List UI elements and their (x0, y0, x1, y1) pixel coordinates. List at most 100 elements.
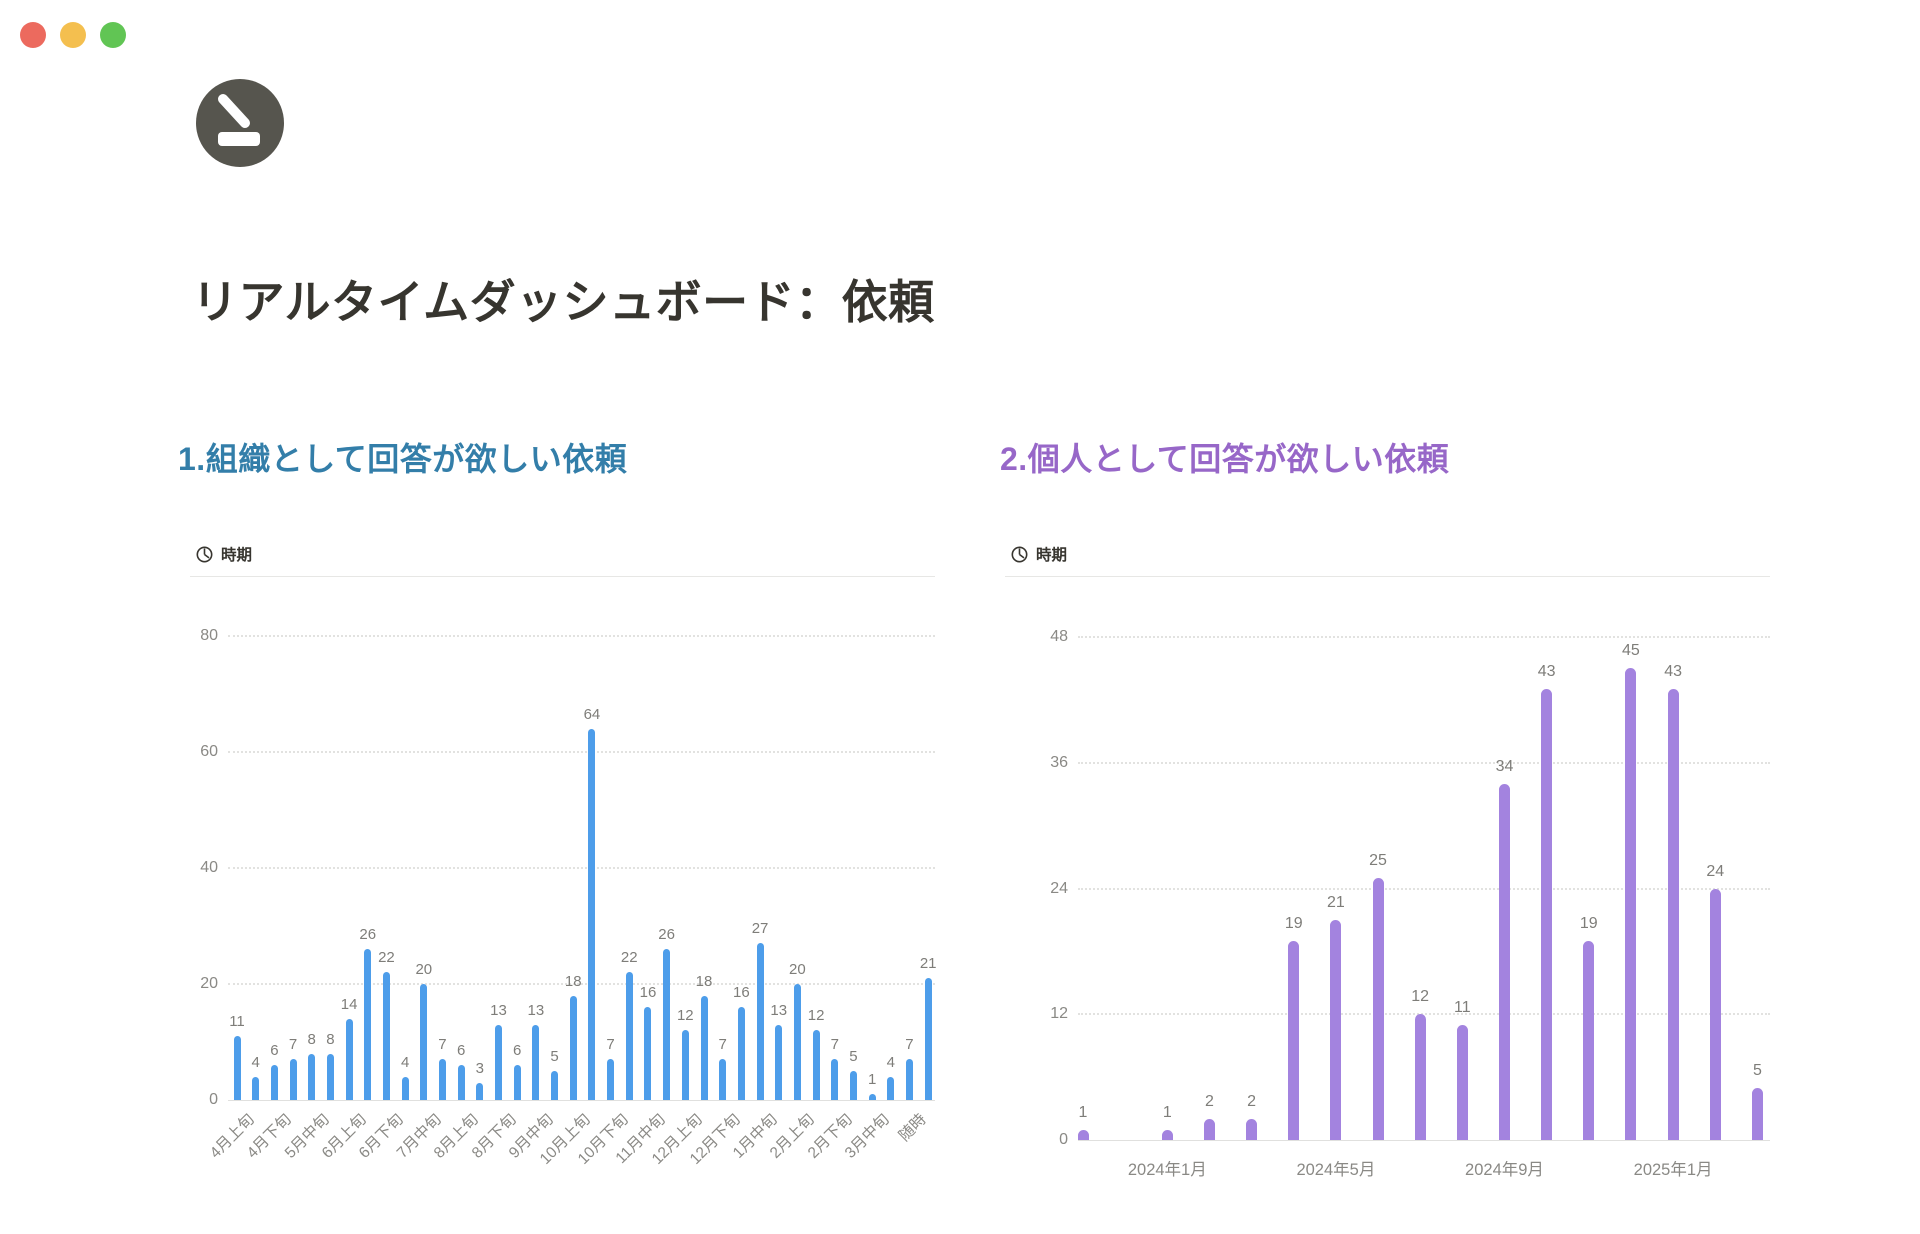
bar[interactable] (868, 1094, 876, 1100)
bar-value-label: 18 (564, 972, 582, 990)
bar[interactable] (1667, 689, 1679, 1140)
xaxis-field-selector[interactable]: 時期 (1011, 541, 1067, 567)
bar-value-label: 2 (1204, 1093, 1214, 1111)
gridline (1078, 636, 1770, 638)
bar-value-label: 4 (400, 1053, 410, 1071)
bar-value-label: 12 (807, 1007, 825, 1025)
bar[interactable] (719, 1059, 727, 1100)
bar[interactable] (1077, 1129, 1089, 1140)
close-button[interactable] (20, 22, 46, 48)
gauge-icon[interactable] (196, 79, 284, 167)
gridline (228, 983, 935, 985)
bar-value-label: 21 (1326, 893, 1345, 911)
bar-value-label: 25 (1369, 852, 1387, 870)
bar[interactable] (1625, 668, 1637, 1140)
bar[interactable] (737, 1007, 745, 1100)
bar[interactable] (700, 995, 708, 1100)
bar-value-label: 34 (1495, 757, 1514, 775)
y-tick-label: 80 (200, 627, 218, 644)
field-label: 時期 (221, 547, 253, 564)
xaxis-field-selector[interactable]: 時期 (196, 541, 252, 567)
bar[interactable] (382, 972, 390, 1100)
bar[interactable] (289, 1059, 297, 1100)
bar[interactable] (793, 984, 801, 1100)
bar-value-label: 16 (639, 984, 657, 1002)
bar[interactable] (1414, 1014, 1426, 1140)
bar[interactable] (1288, 940, 1300, 1140)
bar-value-label: 4 (251, 1053, 260, 1071)
bar[interactable] (270, 1065, 278, 1100)
bar[interactable] (308, 1053, 316, 1100)
bar-value-label: 8 (326, 1030, 335, 1048)
bar[interactable] (905, 1059, 913, 1100)
bar[interactable] (551, 1071, 559, 1100)
bar-value-label: 7 (288, 1036, 298, 1054)
bar-value-label: 43 (1537, 663, 1556, 681)
bar[interactable] (569, 995, 577, 1100)
bar[interactable] (326, 1053, 334, 1100)
x-tick-label: 2024年9月 (1465, 1161, 1544, 1179)
bar-value-label: 26 (359, 926, 377, 944)
y-tick-label: 36 (1050, 753, 1068, 771)
x-tick-label: 2025年1月 (1633, 1161, 1713, 1179)
bar-value-label: 22 (620, 949, 638, 967)
gridline (1078, 761, 1770, 764)
bar[interactable] (588, 728, 596, 1100)
bar-value-label: 45 (1622, 642, 1640, 660)
bar-value-label: 22 (378, 949, 395, 967)
bar[interactable] (887, 1076, 895, 1100)
bar[interactable] (1372, 878, 1384, 1140)
bar[interactable] (831, 1059, 839, 1100)
bar[interactable] (457, 1065, 465, 1100)
bar[interactable] (663, 949, 671, 1100)
bar-value-label: 19 (1579, 914, 1598, 932)
bar[interactable] (607, 1059, 615, 1100)
bar[interactable] (924, 978, 932, 1100)
bar[interactable] (532, 1024, 540, 1100)
bar[interactable] (1499, 783, 1510, 1140)
bar[interactable] (775, 1024, 783, 1100)
bar[interactable] (401, 1076, 409, 1100)
bar-value-label: 6 (513, 1042, 522, 1060)
zoom-button[interactable] (100, 22, 126, 48)
bar[interactable] (252, 1076, 260, 1100)
bar[interactable] (1541, 689, 1553, 1140)
bar[interactable] (1161, 1129, 1173, 1140)
x-tick-label: 2024年1月 (1127, 1161, 1207, 1179)
bar-value-label: 11 (1454, 998, 1471, 1016)
bar[interactable] (1709, 888, 1721, 1140)
bar[interactable] (644, 1007, 652, 1100)
bar[interactable] (1751, 1087, 1763, 1140)
bar[interactable] (625, 972, 633, 1100)
bar[interactable] (438, 1059, 446, 1100)
bar[interactable] (513, 1065, 521, 1100)
bar[interactable] (1246, 1119, 1258, 1140)
bar[interactable] (420, 984, 428, 1100)
bar[interactable] (1456, 1024, 1468, 1140)
bar[interactable] (1583, 940, 1595, 1140)
minimize-button[interactable] (60, 22, 86, 48)
bar-value-label: 64 (583, 705, 601, 723)
bar-value-label: 13 (770, 1001, 788, 1019)
y-tick-label: 24 (1050, 879, 1068, 897)
bar[interactable] (849, 1071, 857, 1100)
bar-value-label: 26 (658, 926, 675, 944)
y-tick-label: 12 (1050, 1005, 1068, 1023)
bar-value-label: 16 (733, 984, 750, 1002)
bar[interactable] (681, 1030, 689, 1100)
bar[interactable] (1203, 1119, 1215, 1140)
gridline (228, 867, 935, 869)
bar[interactable] (812, 1030, 820, 1100)
bar[interactable] (364, 949, 372, 1100)
bar[interactable] (476, 1082, 484, 1100)
bar[interactable] (495, 1024, 503, 1100)
bar[interactable] (345, 1018, 353, 1100)
bar[interactable] (756, 943, 764, 1100)
chart-header-divider (1005, 576, 1770, 577)
x-axis-line (228, 1100, 935, 1101)
bar-value-label: 3 (475, 1059, 484, 1077)
bar[interactable] (233, 1036, 241, 1100)
bar-value-label: 5 (550, 1048, 559, 1065)
bar-value-label: 20 (415, 961, 433, 978)
bar[interactable] (1330, 919, 1342, 1140)
